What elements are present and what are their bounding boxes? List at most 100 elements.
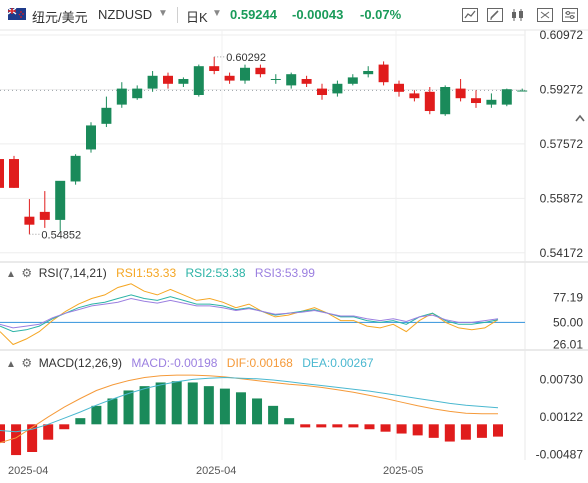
candle-down (209, 66, 220, 71)
rsi2-value: RSI2:53.38 (185, 266, 246, 280)
draw-icon[interactable] (485, 6, 505, 24)
macd-bar-negative (428, 424, 439, 438)
macd-tick-label: 0.00122 (540, 410, 584, 424)
macd-bar-negative (493, 424, 503, 437)
macd-bar-negative (11, 424, 22, 456)
candle-up (332, 83, 343, 94)
macd-bar-negative (59, 424, 70, 430)
candle-up (286, 74, 297, 86)
candle-down (301, 78, 312, 84)
macd-bar-negative (300, 424, 311, 428)
candle-down (163, 75, 173, 84)
dif-line (0, 374, 498, 444)
rsi-label-row: ▲ ⚙ RSI(7,14,21) RSI1:53.33 RSI2:53.38 R… (6, 266, 315, 280)
price-tick-label: 0.55872 (540, 191, 584, 205)
macd-bar-negative (412, 424, 423, 436)
rsi-layer: 77.19 50.00 26.01 (0, 283, 583, 351)
high-annotation: 0.60292 (226, 52, 266, 64)
period-dropdown-icon[interactable]: ▼ (212, 8, 222, 19)
macd-bar-positive (107, 398, 118, 425)
date-tick-label: 2025-04 (8, 465, 48, 477)
candle-up (178, 78, 189, 84)
period-selector[interactable]: 日K (186, 10, 208, 25)
candle-down (317, 88, 327, 96)
header-divider (177, 7, 178, 23)
candle-up (55, 180, 66, 220)
candle-down (255, 67, 266, 75)
candle-up (440, 87, 451, 115)
candle-down (471, 98, 481, 104)
macd-indicator-name: MACD(12,26,9) (38, 356, 123, 370)
macd-bar-negative (444, 424, 455, 442)
date-axis: 2025-04 2025-04 2025-05 (8, 465, 423, 477)
rsi-settings-icon[interactable]: ⚙ (21, 266, 33, 280)
macd-tick-label: -0.00487 (536, 447, 584, 461)
dea-value: DEA:0.00267 (302, 356, 374, 370)
indicator-icon[interactable] (460, 6, 480, 24)
collapse-macd-icon[interactable]: ▲ (6, 359, 16, 370)
last-price: 0.59244 (230, 7, 277, 22)
macd-bar-positive (219, 388, 230, 425)
candle-up (270, 78, 281, 80)
candle-up (116, 88, 127, 105)
price-grid (0, 30, 525, 460)
price-tick-label: 0.57572 (540, 137, 584, 151)
macd-bar-negative (43, 424, 54, 440)
date-tick-label: 2025-05 (383, 465, 423, 477)
rsi-line-rsi3 (0, 297, 499, 329)
macd-layer: 0.00730 0.00122 -0.00487 (0, 372, 583, 461)
macd-bar-negative (380, 424, 391, 432)
pair-name-cn[interactable]: 纽元/美元 (32, 10, 88, 25)
candle-up (363, 70, 374, 75)
candle-down (378, 64, 389, 83)
pair-dropdown-icon[interactable]: ▼ (158, 8, 168, 19)
macd-settings-icon[interactable]: ⚙ (21, 356, 33, 370)
fullscreen-icon[interactable] (535, 6, 555, 24)
candle-up (101, 107, 112, 124)
macd-bar-positive (252, 398, 263, 425)
candle-up (501, 89, 512, 105)
price-axis: 0.60972 0.59272 0.57572 0.55872 0.54172 (540, 28, 584, 260)
rsi-line-rsi1 (0, 283, 499, 346)
candle-down (24, 216, 35, 225)
candle-down (0, 159, 4, 188)
macd-bar-positive (187, 382, 198, 425)
macd-value: MACD:-0.00198 (131, 356, 218, 370)
settings-icon[interactable] (560, 6, 580, 24)
pair-symbol[interactable]: NZDUSD (98, 7, 153, 22)
macd-bar-negative (0, 424, 5, 443)
price-change: -0.00043 (292, 7, 344, 22)
macd-bar-negative (27, 424, 38, 452)
rsi1-value: RSI1:53.33 (116, 266, 177, 280)
candle-up (70, 155, 81, 182)
macd-bar-positive (155, 382, 166, 425)
macd-bar-positive (284, 418, 295, 425)
dea-line (0, 376, 499, 433)
rsi-tick-label: 77.19 (553, 290, 583, 304)
candle-type-icon[interactable] (508, 6, 528, 24)
macd-bar-negative (460, 424, 471, 440)
date-tick-label: 2025-04 (196, 465, 236, 477)
candle-up (86, 125, 96, 150)
macd-bar-positive (123, 390, 134, 425)
candle-up (517, 90, 528, 92)
candle-down (409, 93, 420, 99)
rsi-line-rsi2 (0, 294, 499, 333)
chart-header: 纽元/美元 NZDUSD ▼ 日K ▼ 0.59244 -0.00043 -0.… (0, 0, 588, 30)
macd-bar-positive (91, 405, 102, 425)
candle-up (486, 99, 497, 105)
collapse-panel-icon[interactable] (574, 112, 586, 126)
macd-bar-negative (348, 424, 359, 428)
macd-bar-negative (476, 424, 487, 438)
price-tick-label: 0.54172 (540, 246, 584, 260)
macd-bar-positive (139, 386, 150, 425)
macd-label-row: ▲ ⚙ MACD(12,26,9) MACD:-0.00198 DIF:0.00… (6, 356, 374, 370)
collapse-rsi-icon[interactable]: ▲ (6, 269, 16, 280)
rsi-tick-label: 26.01 (553, 337, 583, 351)
macd-bar-negative (316, 424, 327, 428)
candle-down (224, 75, 235, 81)
price-tick-label: 0.60972 (540, 28, 584, 42)
candle-up (132, 88, 143, 99)
macd-bar-positive (171, 381, 182, 425)
